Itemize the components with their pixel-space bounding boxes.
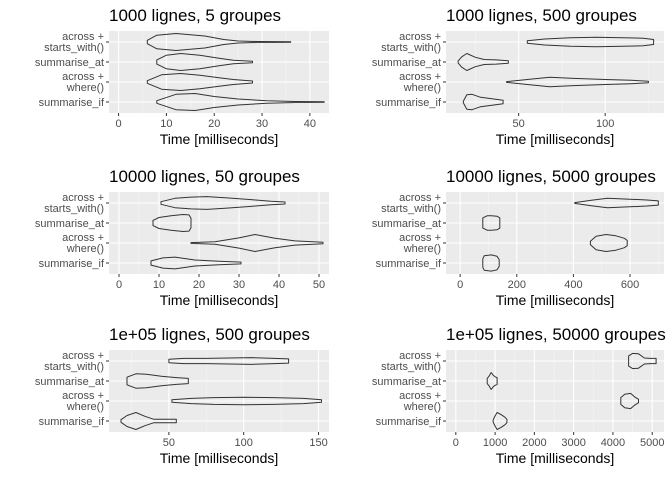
violin-summarise-at bbox=[152, 214, 192, 232]
x-tick-label: 50 bbox=[513, 118, 525, 130]
y-tick-label: summarise_at bbox=[372, 218, 441, 230]
x-tick-label: 40 bbox=[273, 279, 285, 291]
y-tick-label: across + where() bbox=[399, 390, 441, 413]
y-tick-label: summarise_at bbox=[35, 57, 104, 69]
violin-summarise-at bbox=[457, 53, 509, 71]
y-tick-label: across + where() bbox=[62, 390, 104, 413]
chart-title: 1000 lignes, 5 groupes bbox=[109, 6, 281, 25]
y-tick-label: summarise_if bbox=[39, 97, 105, 109]
chart-title: 10000 lignes, 50 groupes bbox=[109, 167, 300, 186]
violin-across-starts-with- bbox=[146, 33, 292, 51]
violin-across-where- bbox=[146, 73, 253, 91]
x-tick-label: 40 bbox=[304, 118, 316, 130]
panel-background bbox=[446, 31, 664, 113]
x-tick-label: 20 bbox=[193, 279, 205, 291]
chart-panel-1: across + starts_with() summarise_atacross … bbox=[35, 6, 329, 147]
x-tick-label: 0 bbox=[116, 279, 122, 291]
x-tick-label: 4000 bbox=[601, 437, 625, 449]
chart-panel-3: across + starts_with() summarise_atacross … bbox=[35, 167, 329, 308]
chart-panel-6: across + starts_with() summarise_atacross … bbox=[372, 325, 666, 466]
x-axis-label: Time [milliseconds] bbox=[160, 450, 279, 466]
y-tick-label: summarise_at bbox=[372, 376, 441, 388]
x-tick-label: 3000 bbox=[561, 437, 585, 449]
y-tick-label: summarise_if bbox=[376, 258, 442, 270]
panel-background bbox=[446, 350, 664, 432]
y-tick-label: across + where() bbox=[62, 71, 104, 94]
y-tick-label: across + starts_with() bbox=[44, 350, 104, 373]
violin-summarise-if bbox=[482, 254, 500, 272]
x-tick-label: 30 bbox=[233, 279, 245, 291]
x-tick-label: 1000 bbox=[483, 437, 507, 449]
y-tick-label: across + starts_with() bbox=[381, 350, 441, 373]
violin-across-starts-with- bbox=[628, 352, 657, 370]
y-tick-label: summarise_if bbox=[39, 416, 105, 428]
violin-across-where- bbox=[589, 234, 628, 252]
violin-summarise-if bbox=[156, 93, 325, 111]
y-tick-label: across + where() bbox=[399, 232, 441, 255]
x-axis-label: Time [milliseconds] bbox=[160, 292, 279, 308]
x-tick-label: 400 bbox=[564, 279, 582, 291]
x-tick-label: 600 bbox=[621, 279, 639, 291]
x-tick-label: 100 bbox=[596, 118, 614, 130]
y-tick-label: across + starts_with() bbox=[381, 31, 441, 54]
y-tick-label: across + starts_with() bbox=[44, 31, 104, 54]
x-tick-label: 100 bbox=[235, 437, 253, 449]
chart-title: 1000 lignes, 500 groupes bbox=[446, 6, 637, 25]
x-axis-label: Time [milliseconds] bbox=[160, 131, 279, 147]
chart-panel-2: across + starts_with() summarise_atacross … bbox=[372, 6, 664, 147]
violin-across-starts-with- bbox=[526, 36, 655, 48]
y-tick-label: across + where() bbox=[62, 232, 104, 255]
x-tick-label: 2000 bbox=[522, 437, 546, 449]
violin-across-starts-with- bbox=[160, 196, 286, 210]
x-tick-label: 5000 bbox=[640, 437, 664, 449]
y-tick-label: summarise_if bbox=[376, 97, 442, 109]
chart-title: 10000 lignes, 5000 groupes bbox=[446, 167, 656, 186]
chart-panel-4: across + starts_with() summarise_atacross … bbox=[372, 167, 664, 308]
panel-background bbox=[109, 350, 329, 432]
violin-across-where- bbox=[620, 392, 639, 410]
chart-title: 1e+05 lignes, 50000 groupes bbox=[446, 325, 666, 344]
y-tick-label: summarise_if bbox=[39, 258, 105, 270]
y-tick-label: across + starts_with() bbox=[44, 192, 104, 215]
violin-across-starts-with- bbox=[574, 197, 659, 209]
violin-summarise-at bbox=[482, 215, 501, 231]
x-axis-label: Time [milliseconds] bbox=[496, 450, 615, 466]
x-tick-label: 10 bbox=[160, 118, 172, 130]
x-tick-label: 30 bbox=[256, 118, 268, 130]
violin-across-starts-with- bbox=[168, 357, 290, 365]
violin-across-where- bbox=[190, 234, 324, 252]
x-tick-label: 150 bbox=[309, 437, 327, 449]
y-tick-label: summarise_at bbox=[372, 57, 441, 69]
x-tick-label: 0 bbox=[453, 437, 459, 449]
panel-background bbox=[446, 192, 664, 274]
violin-across-where- bbox=[171, 396, 322, 406]
violin-across-where- bbox=[506, 76, 649, 88]
x-tick-label: 20 bbox=[208, 118, 220, 130]
y-tick-label: across + where() bbox=[399, 71, 441, 94]
violin-summarise-if bbox=[462, 93, 504, 111]
x-tick-label: 200 bbox=[508, 279, 526, 291]
y-tick-label: across + starts_with() bbox=[381, 192, 441, 215]
violin-summarise-at bbox=[156, 53, 253, 71]
x-tick-label: 0 bbox=[457, 279, 463, 291]
y-tick-label: summarise_if bbox=[376, 416, 442, 428]
y-tick-label: summarise_at bbox=[35, 218, 104, 230]
violin-summarise-if bbox=[492, 412, 508, 430]
violin-summarise-at bbox=[486, 372, 498, 390]
violin-summarise-if bbox=[150, 256, 242, 270]
chart-title: 1e+05 lignes, 500 groupes bbox=[109, 325, 310, 344]
panel-background bbox=[109, 31, 329, 113]
violin-summarise-at bbox=[126, 373, 189, 389]
x-tick-label: 10 bbox=[153, 279, 165, 291]
violin-summarise-if bbox=[120, 412, 177, 430]
y-tick-label: summarise_at bbox=[35, 376, 104, 388]
x-axis-label: Time [milliseconds] bbox=[496, 292, 615, 308]
x-tick-label: 50 bbox=[163, 437, 175, 449]
x-axis-label: Time [milliseconds] bbox=[496, 131, 615, 147]
x-tick-label: 50 bbox=[313, 279, 325, 291]
x-tick-label: 0 bbox=[116, 118, 122, 130]
chart-panel-5: across + starts_with() summarise_atacross … bbox=[35, 325, 329, 466]
